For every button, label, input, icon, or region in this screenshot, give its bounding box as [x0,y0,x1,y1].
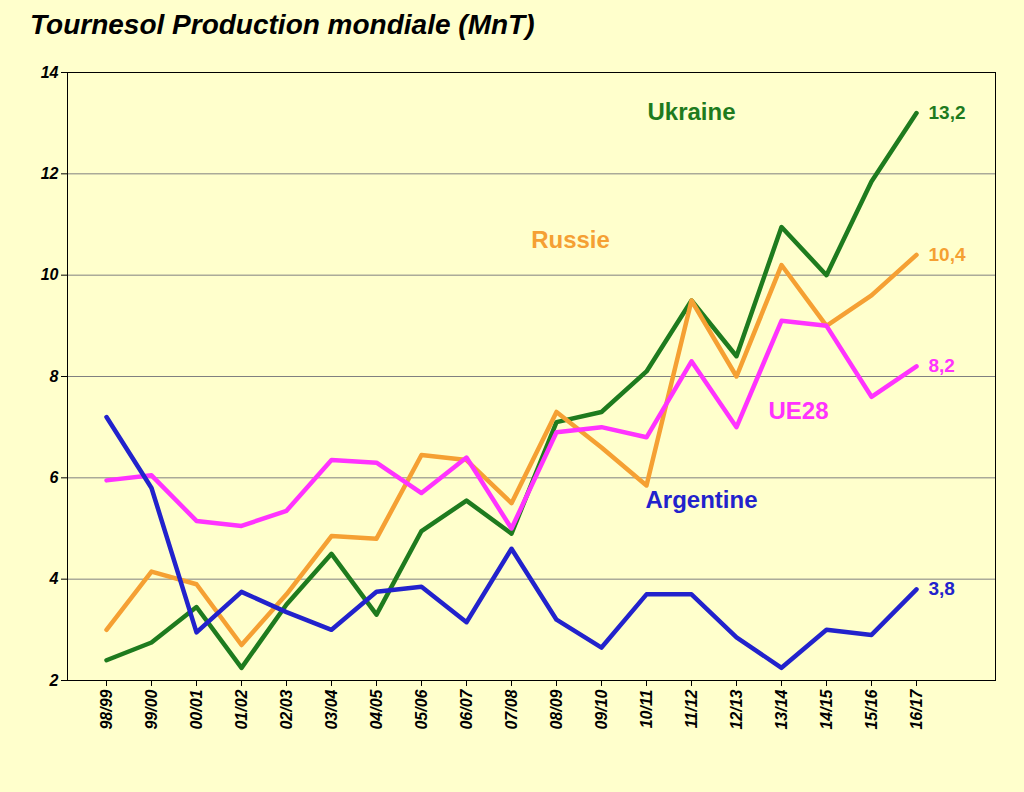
svg-text:10,4: 10,4 [929,244,966,265]
svg-text:99/00: 99/00 [143,689,160,729]
svg-text:8: 8 [50,368,59,385]
svg-text:2: 2 [49,672,59,689]
svg-text:13,2: 13,2 [929,102,966,123]
svg-text:8,2: 8,2 [929,355,955,376]
svg-text:Argentine: Argentine [645,486,757,513]
svg-text:16/17: 16/17 [908,688,925,729]
svg-text:10: 10 [41,266,59,283]
svg-text:4: 4 [49,570,59,587]
svg-text:02/03: 02/03 [278,689,295,729]
svg-text:14: 14 [41,64,59,81]
svg-text:10/11: 10/11 [638,689,655,728]
svg-text:06/07: 06/07 [458,688,475,729]
svg-text:98/99: 98/99 [98,689,115,729]
svg-text:04/05: 04/05 [368,688,385,729]
svg-text:6: 6 [50,469,59,486]
svg-text:Ukraine: Ukraine [647,98,735,125]
svg-text:05/06: 05/06 [413,689,430,729]
svg-text:11/12: 11/12 [683,689,700,728]
svg-text:03/04: 03/04 [323,689,340,729]
html-text:Tournesol Production mondiale: Tournesol Production mondiale (MnT) [30,9,535,40]
svg-text:14/15: 14/15 [818,688,835,729]
svg-text:Russie: Russie [531,226,610,253]
svg-text:15/16: 15/16 [863,689,880,729]
svg-text:09/10: 09/10 [593,689,610,729]
svg-text:12: 12 [41,165,59,182]
svg-text:01/02: 01/02 [233,689,250,729]
svg-text:00/01: 00/01 [188,689,205,729]
svg-text:07/08: 07/08 [503,689,520,729]
svg-text:UE28: UE28 [768,397,828,424]
svg-text:08/09: 08/09 [548,689,565,729]
svg-text:13/14: 13/14 [773,689,790,729]
svg-text:3,8: 3,8 [929,578,955,599]
svg-text:12/13: 12/13 [728,689,745,729]
